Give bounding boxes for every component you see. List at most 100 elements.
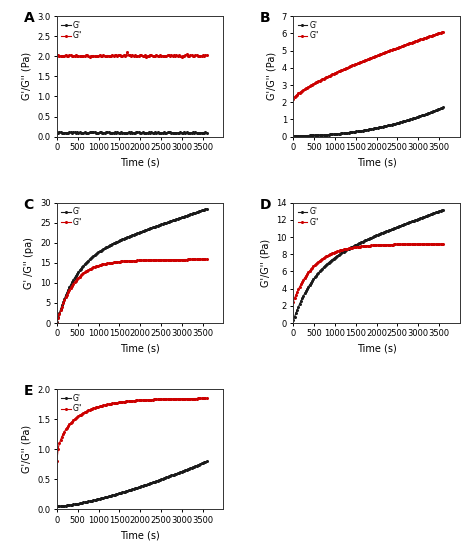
Line: G': G' bbox=[292, 208, 445, 322]
G" bbox=[87, 54, 92, 60]
G' bbox=[409, 115, 414, 122]
G' bbox=[173, 216, 178, 223]
G" bbox=[322, 254, 328, 261]
G" bbox=[94, 263, 100, 269]
Y-axis label: G'/G'' (Pa): G'/G'' (Pa) bbox=[22, 425, 32, 473]
G" bbox=[54, 458, 60, 464]
G' bbox=[435, 208, 441, 215]
G" bbox=[140, 53, 146, 60]
G' bbox=[322, 263, 328, 269]
G' bbox=[54, 129, 60, 136]
G' bbox=[157, 222, 163, 228]
G" bbox=[96, 53, 101, 59]
G" bbox=[94, 404, 100, 410]
G' bbox=[173, 471, 178, 478]
Legend: G', G": G', G" bbox=[297, 207, 319, 228]
Line: G": G" bbox=[292, 242, 445, 303]
G" bbox=[199, 395, 204, 402]
G' bbox=[291, 132, 296, 139]
G' bbox=[137, 229, 143, 235]
G" bbox=[125, 49, 130, 56]
Line: G": G" bbox=[55, 258, 208, 325]
G" bbox=[137, 257, 143, 263]
G' bbox=[160, 130, 165, 136]
G" bbox=[175, 53, 181, 60]
G" bbox=[85, 407, 91, 414]
Legend: G', G": G', G" bbox=[297, 20, 319, 41]
G" bbox=[173, 396, 178, 402]
Text: A: A bbox=[24, 11, 34, 25]
Y-axis label: G'/G'' (Pa): G'/G'' (Pa) bbox=[266, 53, 276, 100]
G" bbox=[291, 95, 296, 102]
G' bbox=[204, 458, 210, 464]
G' bbox=[374, 232, 379, 238]
G" bbox=[394, 241, 400, 248]
G" bbox=[331, 249, 337, 256]
Line: G": G" bbox=[55, 397, 208, 463]
G" bbox=[374, 242, 379, 248]
G" bbox=[322, 75, 328, 81]
G" bbox=[204, 52, 210, 59]
Line: G": G" bbox=[55, 51, 208, 59]
G' bbox=[54, 503, 60, 509]
Line: G': G' bbox=[292, 106, 445, 137]
Y-axis label: G'/G'' (Pa): G'/G'' (Pa) bbox=[22, 53, 32, 100]
G" bbox=[440, 29, 446, 35]
G" bbox=[85, 53, 91, 59]
G" bbox=[160, 53, 165, 59]
G' bbox=[322, 132, 328, 138]
G' bbox=[394, 224, 400, 230]
Line: G': G' bbox=[55, 460, 208, 508]
G' bbox=[331, 131, 337, 137]
X-axis label: Time (s): Time (s) bbox=[356, 344, 396, 354]
Text: D: D bbox=[260, 198, 272, 212]
G" bbox=[157, 256, 163, 263]
G" bbox=[435, 241, 441, 247]
G" bbox=[331, 70, 337, 77]
G' bbox=[94, 250, 100, 256]
G' bbox=[201, 130, 207, 136]
G' bbox=[87, 129, 92, 136]
G' bbox=[331, 255, 337, 262]
G' bbox=[85, 257, 91, 264]
G" bbox=[204, 395, 210, 402]
Y-axis label: G'/G'' (Pa): G'/G'' (Pa) bbox=[261, 239, 271, 287]
G" bbox=[199, 256, 204, 262]
G' bbox=[394, 120, 400, 126]
G' bbox=[204, 205, 210, 212]
X-axis label: Time (s): Time (s) bbox=[120, 157, 160, 167]
G" bbox=[157, 396, 163, 403]
Text: C: C bbox=[24, 198, 34, 212]
G" bbox=[409, 241, 414, 248]
X-axis label: Time (s): Time (s) bbox=[120, 530, 160, 540]
G' bbox=[374, 125, 379, 131]
G' bbox=[85, 498, 91, 505]
Text: E: E bbox=[24, 384, 33, 398]
G' bbox=[435, 106, 441, 113]
G' bbox=[204, 130, 210, 136]
G" bbox=[54, 53, 60, 59]
G" bbox=[440, 241, 446, 247]
Text: B: B bbox=[260, 11, 271, 25]
G' bbox=[59, 130, 65, 136]
Y-axis label: G' /G'' (pa): G' /G'' (pa) bbox=[25, 237, 35, 289]
G" bbox=[374, 53, 379, 59]
G" bbox=[204, 256, 210, 262]
G" bbox=[394, 45, 400, 51]
G' bbox=[140, 129, 146, 136]
Line: G": G" bbox=[292, 30, 445, 100]
G" bbox=[435, 30, 441, 37]
Legend: G', G": G', G" bbox=[61, 20, 83, 41]
G' bbox=[175, 130, 181, 136]
G" bbox=[54, 320, 60, 326]
G' bbox=[97, 129, 102, 136]
G' bbox=[157, 476, 163, 483]
G" bbox=[409, 40, 414, 46]
G' bbox=[199, 207, 204, 214]
G" bbox=[291, 298, 296, 305]
G" bbox=[173, 256, 178, 263]
Legend: G', G": G', G" bbox=[61, 207, 83, 228]
Line: G': G' bbox=[55, 207, 208, 324]
X-axis label: Time (s): Time (s) bbox=[120, 344, 160, 354]
G' bbox=[199, 460, 204, 467]
